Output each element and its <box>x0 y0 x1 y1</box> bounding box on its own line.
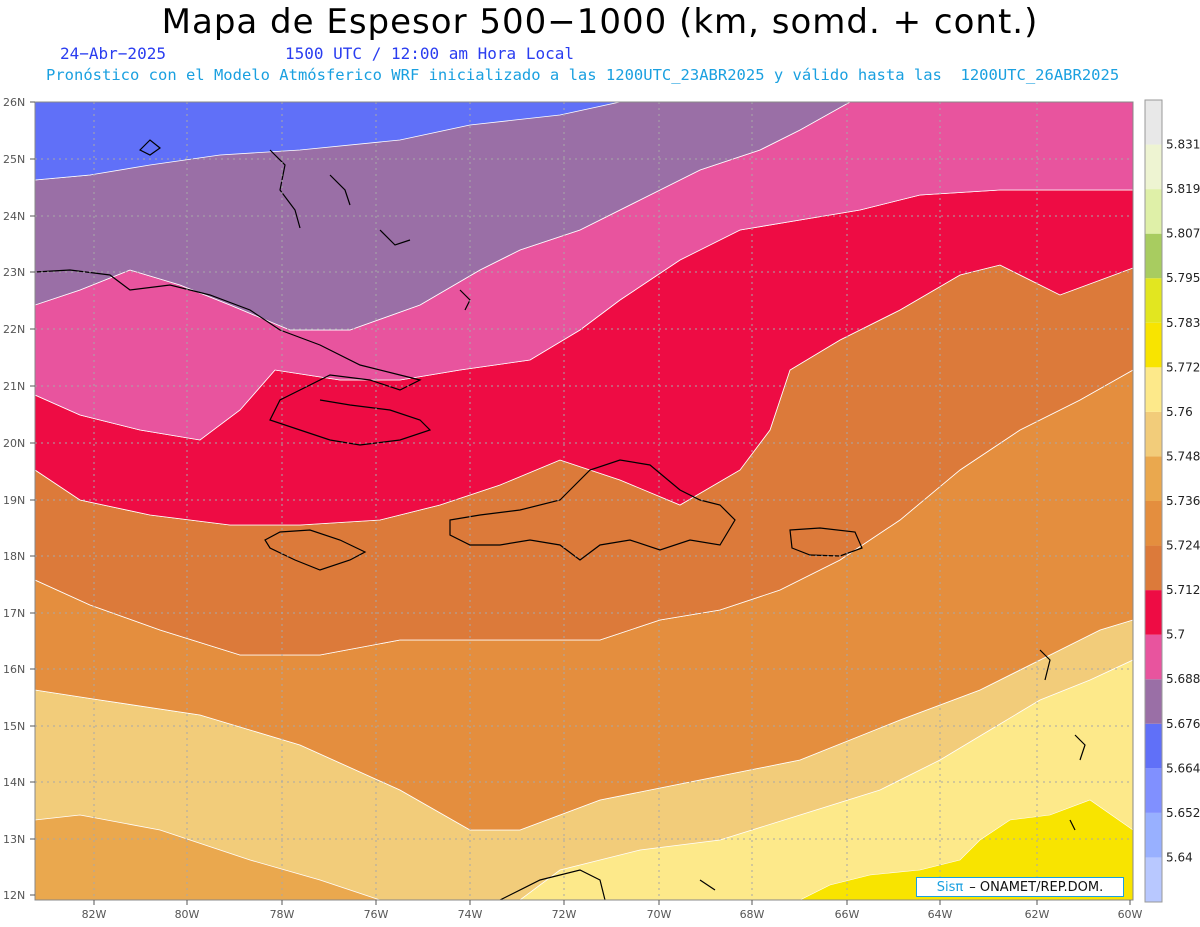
lat-label: 20N <box>3 437 25 450</box>
colorbar-label: 5.664 <box>1166 761 1200 775</box>
colorbar: 5.64 5.652 5.664 5.676 5.688 5.7 5.712 5.724 5.7… <box>1144 99 1200 903</box>
forecast-info: Pronóstico con el Modelo Atmósferico WRF… <box>46 66 1120 84</box>
colorbar-label: 5.807 <box>1166 227 1200 241</box>
colorbar-swatch <box>1145 322 1162 368</box>
colorbar-swatch <box>1145 456 1162 501</box>
lon-label: 64W <box>928 908 953 921</box>
colorbar-label: 5.795 <box>1166 271 1200 285</box>
region-blue <box>35 102 621 181</box>
lat-label: 26N <box>3 96 25 109</box>
lon-label: 62W <box>1025 908 1050 921</box>
colorbar-swatch <box>1145 278 1162 323</box>
lon-label: 80W <box>175 908 200 921</box>
colorbar-label: 5.819 <box>1166 182 1200 196</box>
lat-label: 13N <box>3 833 25 846</box>
lat-label: 18N <box>3 550 25 563</box>
axis-ticks <box>30 101 1131 905</box>
colorbar-swatch <box>1145 812 1162 858</box>
colorbar-label: 5.76 <box>1166 405 1193 419</box>
lat-label: 16N <box>3 663 25 676</box>
lat-label: 21N <box>3 380 25 393</box>
lon-label: 76W <box>364 908 389 921</box>
colorbar-label: 5.7 <box>1166 628 1185 642</box>
lon-label: 68W <box>740 908 765 921</box>
colorbar-swatch <box>1145 233 1162 279</box>
lat-label: 19N <box>3 494 25 507</box>
lat-label: 14N <box>3 776 25 789</box>
lon-label: 66W <box>835 908 860 921</box>
time-label: 1500 UTC / 12:00 am Hora Local <box>285 44 574 63</box>
colorbar-label: 5.712 <box>1166 583 1200 597</box>
date-label: 24−Abr−2025 <box>60 44 166 63</box>
colorbar-swatch <box>1145 367 1162 412</box>
lat-label: 17N <box>3 607 25 620</box>
lon-label: 82W <box>82 908 107 921</box>
colorbar-swatch <box>1145 634 1162 680</box>
colorbar-label: 5.652 <box>1166 806 1200 820</box>
lon-labels: 82W 80W 78W 76W 74W 72W 70W 68W 66W 64W … <box>82 908 1143 921</box>
colorbar-label: 5.64 <box>1166 850 1193 864</box>
colorbar-label: 5.748 <box>1166 449 1200 463</box>
colorbar-label: 5.831 <box>1166 138 1200 152</box>
lon-label: 74W <box>458 908 483 921</box>
lat-label: 24N <box>3 210 25 223</box>
map-frame <box>34 101 1134 901</box>
lat-labels: 26N 25N 24N 23N 22N 21N 20N 19N 18N 17N … <box>3 96 25 902</box>
colorbar-frame <box>1144 99 1163 903</box>
colorbar-label: 5.724 <box>1166 539 1200 553</box>
lat-label: 25N <box>3 153 25 166</box>
lat-label: 22N <box>3 323 25 336</box>
colorbar-swatch <box>1145 857 1162 902</box>
colorbar-swatch <box>1145 768 1162 813</box>
map-title: Mapa de Espesor 500−1000 (km, somd. + co… <box>161 2 1039 42</box>
colorbar-swatch <box>1145 723 1162 769</box>
colorbar-swatch <box>1145 189 1162 234</box>
lat-label: 23N <box>3 266 25 279</box>
colorbar-swatch <box>1145 501 1162 546</box>
colorbar-swatch <box>1145 100 1162 145</box>
colorbar-swatch <box>1145 590 1162 635</box>
credit-box: Sisπ – ONAMET/REP.DOM. <box>916 877 1124 897</box>
lon-label: 70W <box>647 908 672 921</box>
colorbar-label: 5.783 <box>1166 316 1200 330</box>
lon-label: 72W <box>552 908 577 921</box>
colorbar-label: 5.688 <box>1166 672 1200 686</box>
colorbar-swatch <box>1145 545 1162 591</box>
colorbar-label: 5.676 <box>1166 717 1200 731</box>
lat-label: 15N <box>3 720 25 733</box>
colorbar-label: 5.772 <box>1166 360 1200 374</box>
colorbar-swatch <box>1145 144 1162 190</box>
sispi-logo: Sisπ <box>936 879 964 895</box>
region-yellow <box>799 799 1133 900</box>
lat-label: 12N <box>3 889 25 902</box>
colorbar-swatch <box>1145 411 1162 457</box>
credit-org: – ONAMET/REP.DOM. <box>969 879 1104 895</box>
grid-lines <box>35 102 1133 900</box>
lon-label: 78W <box>270 908 295 921</box>
lon-label: 60W <box>1118 908 1143 921</box>
colorbar-swatch <box>1145 679 1162 724</box>
colorbar-label: 5.736 <box>1166 494 1200 508</box>
map-field <box>35 102 1133 900</box>
